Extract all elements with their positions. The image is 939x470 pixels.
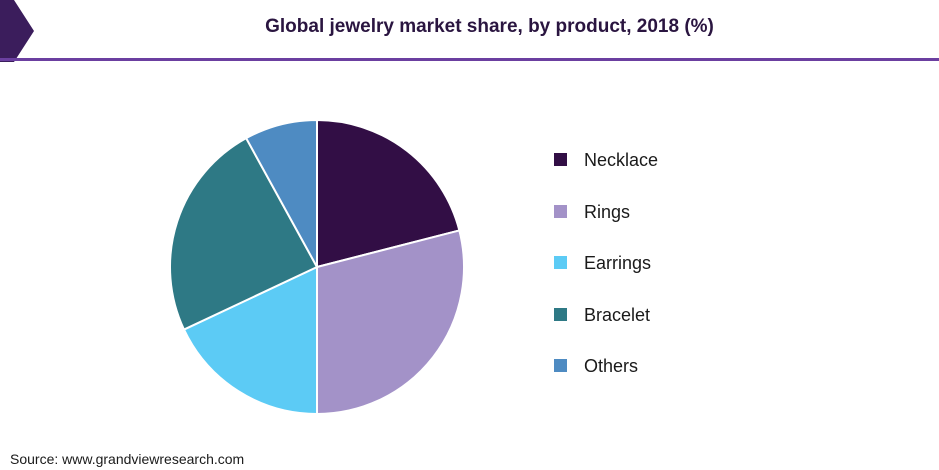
legend-swatch [554, 256, 567, 269]
header-rule [0, 58, 939, 61]
pie-slice-necklace [316, 118, 461, 269]
header-corner-shape [0, 0, 34, 62]
legend-label: Earrings [584, 253, 652, 273]
legend-swatch [554, 307, 567, 321]
legend-label: Bracelet [584, 304, 651, 325]
legend-item-rings: Rings [554, 202, 754, 222]
chart-title: Global jewelry market share, by product,… [265, 16, 714, 37]
pie-chart [169, 118, 465, 416]
legend-item-bracelet: Bracelet [554, 305, 754, 325]
pie-slice-others [244, 118, 318, 268]
legend-label: Others [584, 356, 639, 376]
legend-swatch [554, 359, 567, 372]
pie-slices [169, 118, 465, 416]
legend-label: Necklace [584, 150, 659, 170]
pie-slice-rings [316, 229, 465, 416]
pie-slice-earrings [182, 265, 318, 416]
legend-swatch [554, 204, 567, 218]
legend-item-others: Others [554, 356, 754, 376]
pie-slice-bracelet [169, 136, 319, 331]
legend-item-earrings: Earrings [554, 253, 754, 273]
legend-item-necklace: Necklace [554, 150, 754, 170]
legend-swatch [554, 153, 567, 166]
source-note: Source: www.grandviewresearch.com [10, 451, 245, 467]
chart-header: Global jewelry market share, by product,… [0, 0, 939, 62]
legend-label: Rings [584, 201, 631, 222]
header-decoration [0, 0, 939, 62]
